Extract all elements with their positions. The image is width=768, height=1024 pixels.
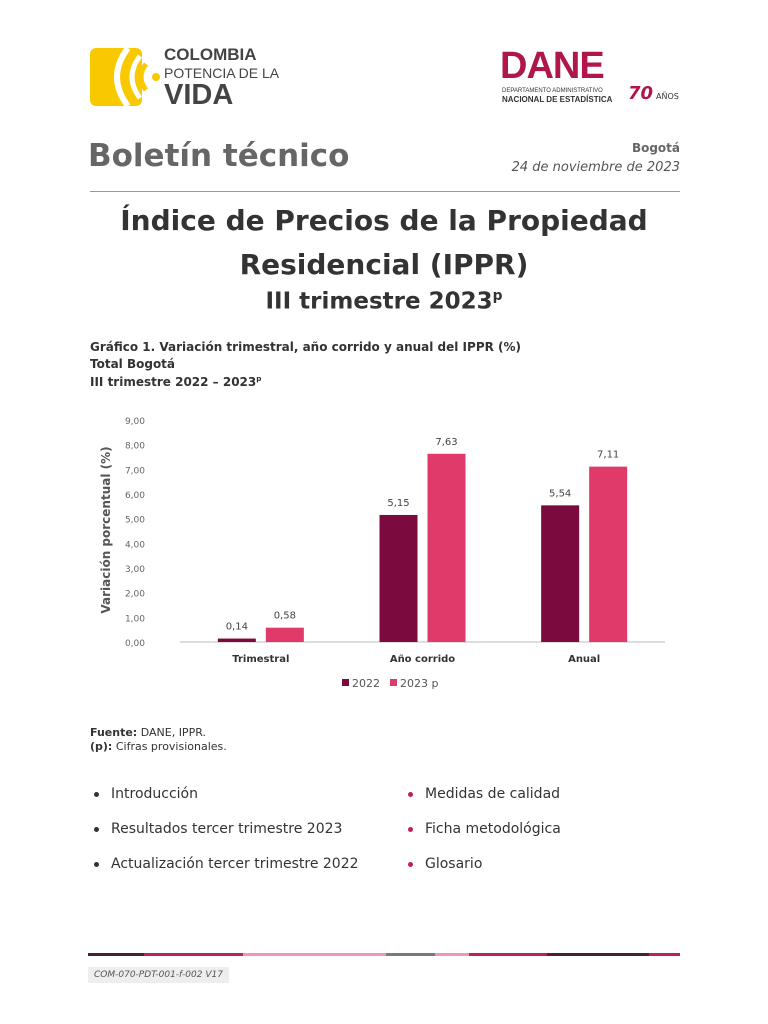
dane-wordmark: DANE — [500, 45, 605, 87]
y-axis-label: Variación porcentual (%) — [99, 446, 113, 613]
title-line-1: Índice de Precios de la Propiedad — [120, 204, 648, 237]
date: 24 de noviembre de 2023 — [511, 160, 680, 175]
toc-item[interactable]: Resultados tercer trimestre 2023 — [94, 821, 342, 837]
toc-item[interactable]: Medidas de calidad — [408, 786, 560, 802]
colombia-potencia-de-la-vida-logo: COLOMBIA POTENCIA DE LA VIDA — [88, 44, 279, 111]
y-tick-label: 8,00 — [125, 442, 145, 452]
logo-line-1: COLOMBIA — [164, 45, 257, 64]
bar-2023p-2 — [589, 466, 628, 642]
bar-2022-2 — [541, 505, 580, 642]
toc-label: Medidas de calidad — [425, 786, 561, 802]
bullet-icon — [94, 791, 99, 797]
bullet-icon — [94, 861, 99, 867]
toc-item[interactable]: Glosario — [408, 856, 482, 872]
logo-line-2: POTENCIA DE LA — [164, 65, 280, 81]
dane-subtitle-2: NACIONAL DE ESTADÍSTICA — [502, 95, 613, 104]
toc-label: Introducción — [111, 786, 198, 802]
bar-chart: Variación porcentual (%) 0,00 1,00 2,00 3,0… — [99, 417, 665, 690]
logo-line-3: VIDA — [164, 79, 234, 111]
title-line-3: III trimestre 2023p — [0, 288, 768, 315]
legend-label: 2023 p — [400, 677, 438, 690]
figure-period-text: III trimestre 2022 – 2023 — [90, 375, 257, 389]
bar-2022-0 — [217, 638, 256, 642]
bar-segment — [435, 953, 470, 956]
title-line-3-text: III trimestre 2023 — [265, 288, 493, 315]
y-tick-label: 3,00 — [125, 565, 145, 575]
bullet-icon — [408, 791, 413, 797]
anniversary-number: 70 — [628, 83, 654, 104]
y-tick-label: 9,00 — [125, 417, 145, 427]
data-label: 5,54 — [549, 488, 571, 499]
legend-swatch — [390, 679, 397, 686]
bullet-icon — [94, 826, 99, 832]
bar-segment — [143, 953, 244, 956]
figure-period-sup: p — [256, 374, 262, 383]
divider — [90, 191, 680, 192]
x-tick-label: Año corrido — [390, 654, 455, 665]
figure-caption: Gráfico 1. Variación trimestral, año cor… — [90, 340, 522, 354]
figure-subcaption: Total Bogotá — [90, 357, 176, 371]
bar-segment — [385, 953, 436, 956]
dane-logo: DANE DEPARTAMENTO ADMINISTRATIVO NACIONA… — [500, 47, 690, 109]
provisional-note: (p): Cifras provisionales. — [90, 740, 227, 753]
data-label: 0,58 — [274, 611, 296, 622]
bullet-icon — [408, 861, 413, 867]
figure-period: III trimestre 2022 – 2023p — [90, 374, 261, 389]
data-label: 7,11 — [597, 450, 619, 461]
bar-2022-1 — [379, 514, 418, 642]
title-line-2: Residencial (IPPR) — [239, 248, 529, 281]
city: Bogotá — [631, 141, 680, 155]
bar-2023p-0 — [265, 627, 304, 642]
data-label: 7,63 — [435, 437, 457, 448]
toc-item[interactable]: Actualización tercer trimestre 2022 — [94, 856, 359, 872]
provisional-label: (p): — [90, 740, 113, 753]
dane-subtitle-1: DEPARTAMENTO ADMINISTRATIVO — [502, 88, 603, 94]
toc-label: Resultados tercer trimestre 2023 — [111, 821, 343, 837]
signal-waves-icon — [90, 46, 160, 108]
y-tick-label: 1,00 — [125, 614, 145, 624]
source-text: DANE, IPPR. — [140, 726, 206, 739]
toc-label: Ficha metodológica — [425, 821, 561, 837]
toc-label: Actualización tercer trimestre 2022 — [111, 856, 359, 872]
document-code: COM-070-PDT-001-f-002 V17 — [88, 967, 229, 983]
toc-item[interactable]: Ficha metodológica — [408, 821, 561, 837]
anniversary-suffix: AÑOS — [656, 92, 679, 101]
bar-segment — [469, 953, 547, 956]
y-tick-label: 2,00 — [125, 590, 145, 600]
toc-label: Glosario — [425, 856, 483, 872]
source-label: Fuente: — [90, 726, 138, 739]
bullet-icon — [408, 826, 413, 832]
y-tick-label: 0,00 — [125, 639, 145, 649]
bar-segment — [243, 953, 386, 956]
doc-type: Boletín técnico — [88, 138, 350, 174]
x-tick-label: Anual — [568, 654, 600, 665]
x-tick-label: Trimestral — [232, 654, 289, 665]
data-label: 0,14 — [226, 622, 248, 633]
legend-swatch — [342, 679, 349, 686]
y-tick-label: 5,00 — [125, 516, 145, 526]
toc-item[interactable]: Introducción — [94, 786, 198, 802]
bar-2023p-1 — [427, 453, 466, 642]
y-tick-label: 7,00 — [125, 466, 145, 476]
legend-label: 2022 — [352, 677, 380, 690]
title-sup: p — [492, 288, 503, 304]
footer-color-bar — [88, 953, 680, 956]
y-tick-label: 4,00 — [125, 540, 145, 550]
bar-segment — [88, 953, 144, 956]
source-note: Fuente: DANE, IPPR. — [90, 726, 206, 739]
data-label: 5,15 — [387, 498, 409, 509]
bar-segment — [648, 953, 680, 956]
bar-segment — [546, 953, 649, 956]
y-tick-label: 6,00 — [125, 491, 145, 501]
provisional-text: Cifras provisionales. — [115, 740, 227, 753]
